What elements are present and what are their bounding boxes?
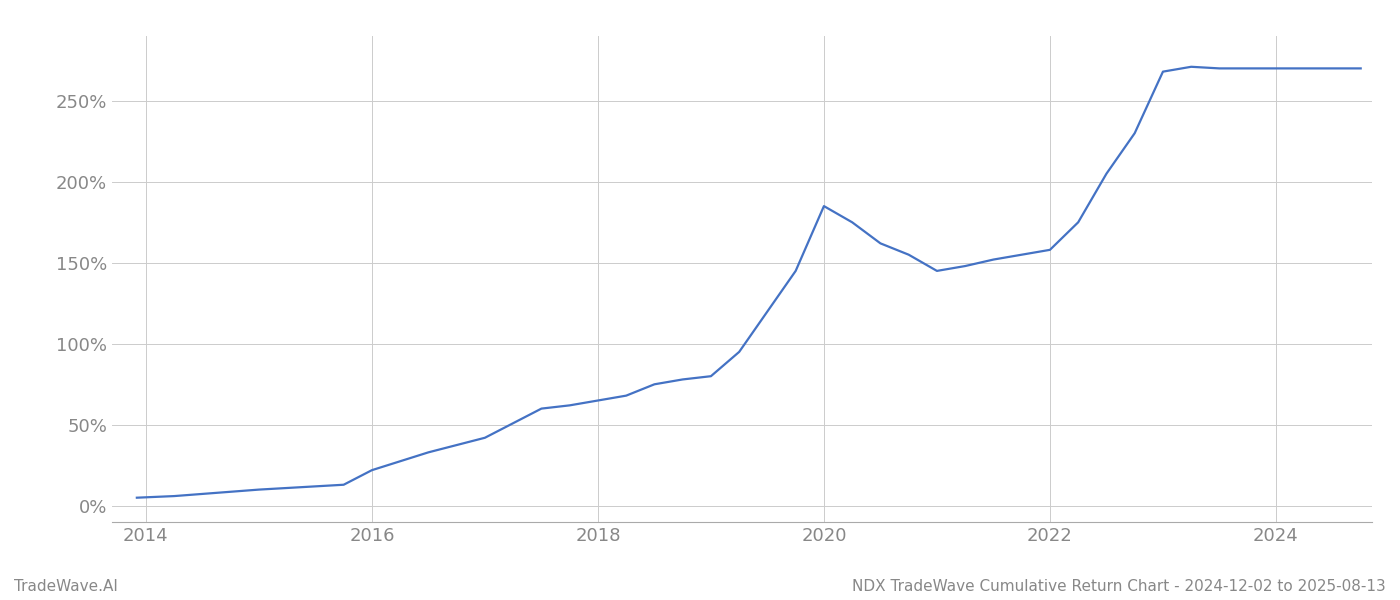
Text: TradeWave.AI: TradeWave.AI: [14, 579, 118, 594]
Text: NDX TradeWave Cumulative Return Chart - 2024-12-02 to 2025-08-13: NDX TradeWave Cumulative Return Chart - …: [853, 579, 1386, 594]
